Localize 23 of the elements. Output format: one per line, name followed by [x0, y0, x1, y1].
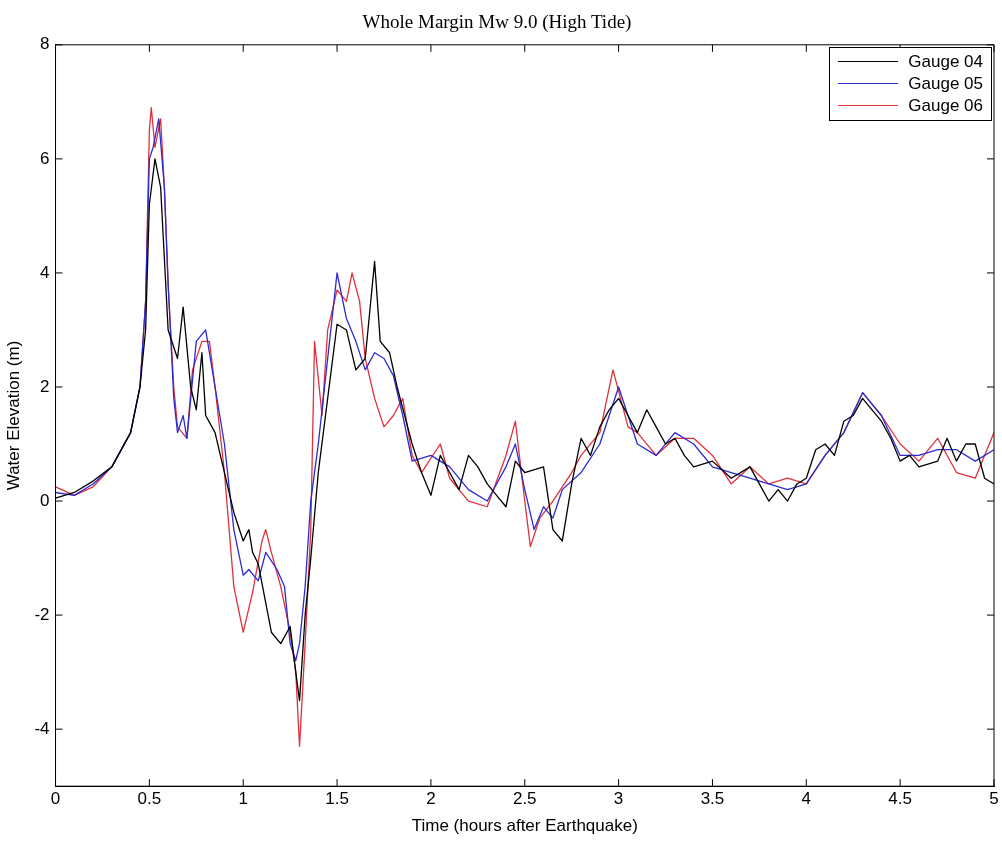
legend-label: Gauge 05 — [908, 73, 983, 94]
chart-title: Whole Margin Mw 9.0 (High Tide) — [362, 11, 632, 34]
x-axis-title: Time (hours after Earthquake) — [411, 816, 638, 836]
x-tick-label: 4 — [801, 789, 812, 809]
x-tick-label: 1.5 — [325, 789, 349, 809]
y-tick-label: 8 — [40, 34, 50, 54]
x-tick-label: 5 — [989, 789, 999, 809]
y-tick-label: 0 — [40, 490, 50, 510]
y-tick-label: -4 — [34, 718, 50, 738]
x-tick-label: 3.5 — [700, 789, 725, 809]
x-tick-label: 1 — [238, 789, 248, 809]
x-tick-label: 0.5 — [137, 789, 162, 809]
x-tick-label: 2 — [426, 789, 436, 809]
y-tick-label: 6 — [40, 148, 50, 168]
legend-label: Gauge 04 — [908, 51, 983, 72]
x-tick-label: 2.5 — [512, 789, 537, 809]
x-tick-label: 4.5 — [888, 789, 912, 809]
x-tick-label: 3 — [613, 789, 624, 809]
y-tick-label: -2 — [34, 604, 50, 624]
y-tick-label: 2 — [40, 376, 50, 396]
y-tick-label: 4 — [40, 262, 50, 282]
y-axis-title: Water Elevation (m) — [3, 340, 23, 491]
legend-label: Gauge 06 — [908, 95, 983, 116]
